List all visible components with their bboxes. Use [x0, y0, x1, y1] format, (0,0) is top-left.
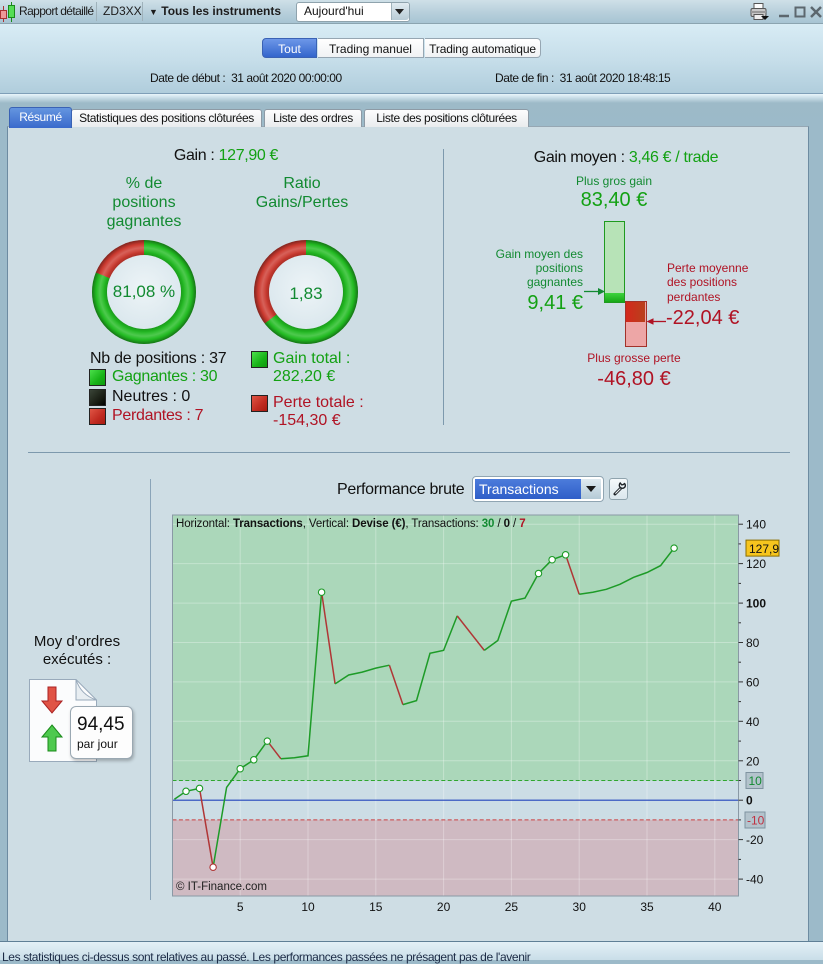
svg-text:-40: -40 — [746, 873, 764, 887]
svg-text:80: 80 — [746, 636, 760, 650]
svg-text:127,9: 127,9 — [749, 542, 779, 556]
svg-text:© IT-Finance.com: © IT-Finance.com — [176, 881, 267, 893]
svg-text:15: 15 — [369, 900, 383, 914]
svg-text:20: 20 — [437, 900, 451, 914]
svg-text:40: 40 — [746, 715, 760, 729]
svg-text:40: 40 — [708, 900, 722, 914]
svg-text:100: 100 — [746, 597, 766, 611]
svg-text:-10: -10 — [747, 814, 765, 828]
svg-text:Horizontal: Transactions, Vert: Horizontal: Transactions, Vertical: Devi… — [176, 518, 526, 530]
svg-text:120: 120 — [746, 557, 766, 571]
svg-text:140: 140 — [746, 518, 766, 532]
svg-text:20: 20 — [746, 754, 760, 768]
svg-text:-20: -20 — [746, 833, 764, 847]
svg-text:60: 60 — [746, 675, 760, 689]
svg-text:10: 10 — [301, 900, 315, 914]
svg-text:25: 25 — [505, 900, 519, 914]
svg-text:10: 10 — [749, 774, 763, 788]
svg-text:35: 35 — [640, 900, 654, 914]
svg-text:0: 0 — [746, 794, 753, 808]
svg-text:30: 30 — [573, 900, 587, 914]
svg-text:5: 5 — [237, 900, 244, 914]
